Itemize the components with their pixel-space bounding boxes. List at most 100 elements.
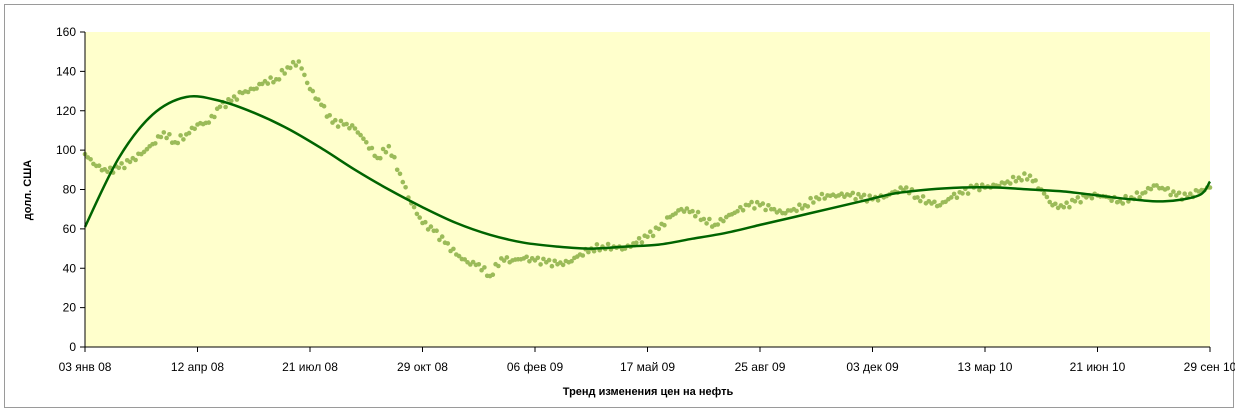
price-point xyxy=(1024,177,1030,182)
price-point xyxy=(386,143,392,149)
price-point xyxy=(411,204,417,210)
price-point xyxy=(234,97,240,102)
price-point xyxy=(299,66,304,71)
price-point xyxy=(428,224,434,229)
price-point xyxy=(1123,193,1128,199)
price-point xyxy=(321,103,327,109)
price-point xyxy=(634,240,639,245)
price-point xyxy=(338,118,344,124)
price-point xyxy=(681,209,687,214)
y-tick-label: 0 xyxy=(69,340,76,354)
price-point xyxy=(1033,178,1038,183)
y-tick-label: 100 xyxy=(56,143,76,157)
price-point xyxy=(378,155,383,161)
price-point xyxy=(1168,192,1173,198)
price-point xyxy=(979,182,985,187)
price-point xyxy=(425,227,431,232)
price-point xyxy=(392,154,397,160)
price-point xyxy=(977,187,982,193)
x-tick-label: 12 апр 08 xyxy=(171,360,225,374)
price-point xyxy=(740,208,746,213)
price-point xyxy=(245,89,251,95)
price-point xyxy=(1078,200,1083,205)
price-point xyxy=(799,206,805,211)
price-point xyxy=(752,206,757,211)
x-axis-title: Тренд изменения цен на нефть xyxy=(563,386,734,398)
price-point xyxy=(937,203,943,208)
price-point xyxy=(839,191,844,196)
price-point xyxy=(704,221,709,226)
price-point xyxy=(268,75,273,80)
price-point xyxy=(496,263,501,269)
price-point xyxy=(580,253,586,258)
price-point xyxy=(1171,189,1176,194)
x-tick-label: 29 сен 10 xyxy=(1184,360,1235,374)
price-point xyxy=(1154,183,1159,188)
price-point xyxy=(144,146,150,152)
price-point xyxy=(1008,181,1013,186)
x-tick-label: 21 июл 08 xyxy=(282,360,338,374)
price-point xyxy=(344,121,349,127)
price-point xyxy=(735,208,740,214)
price-point xyxy=(524,254,529,260)
price-point xyxy=(538,262,543,267)
price-point xyxy=(645,234,650,240)
price-point xyxy=(1044,194,1050,200)
price-point xyxy=(1019,178,1024,183)
price-point xyxy=(920,194,926,199)
price-point xyxy=(1041,191,1047,196)
price-point xyxy=(347,126,352,131)
price-point xyxy=(960,191,965,196)
y-tick-label: 80 xyxy=(63,183,77,197)
price-point xyxy=(127,159,133,165)
price-point xyxy=(760,201,766,206)
price-point xyxy=(754,199,760,205)
price-point xyxy=(476,262,482,267)
x-tick-label: 17 май 09 xyxy=(620,360,675,374)
x-tick-label: 29 окт 08 xyxy=(397,360,448,374)
price-point xyxy=(808,195,813,201)
price-point xyxy=(302,72,307,78)
price-point xyxy=(178,133,183,138)
y-tick-label: 40 xyxy=(63,261,77,275)
price-point xyxy=(701,216,707,222)
price-point xyxy=(470,259,476,265)
price-point xyxy=(650,233,656,239)
price-point xyxy=(546,257,552,263)
price-point xyxy=(662,222,667,228)
x-tick-label: 13 мар 10 xyxy=(958,360,1013,374)
x-axis-ticks: 03 янв 08 12 апр 08 21 июл 08 29 окт 08 06 ф… xyxy=(59,347,1235,374)
price-point xyxy=(217,104,223,110)
price-point xyxy=(349,123,355,128)
price-point xyxy=(282,71,288,76)
price-point xyxy=(850,190,856,196)
price-point xyxy=(586,249,591,255)
price-point xyxy=(479,267,484,273)
price-point xyxy=(738,205,743,210)
price-point xyxy=(639,240,645,245)
price-point xyxy=(560,262,566,268)
price-point xyxy=(949,195,954,200)
price-point xyxy=(397,171,403,177)
price-point xyxy=(186,130,192,136)
price-point xyxy=(1061,204,1067,210)
price-point xyxy=(1075,195,1081,200)
price-point xyxy=(656,226,662,232)
price-point xyxy=(223,104,228,110)
price-point xyxy=(1134,190,1140,195)
price-point xyxy=(569,258,574,264)
price-point xyxy=(167,132,172,137)
price-point xyxy=(1120,201,1126,206)
price-point xyxy=(265,81,271,86)
price-point xyxy=(316,97,321,102)
price-point xyxy=(673,211,678,216)
price-point xyxy=(361,136,366,141)
price-point xyxy=(175,140,181,146)
price-point xyxy=(276,77,282,82)
price-point xyxy=(482,265,487,270)
price-point xyxy=(695,209,701,215)
price-point xyxy=(1047,199,1052,205)
price-point xyxy=(1148,186,1154,192)
price-point xyxy=(1143,190,1148,195)
price-point xyxy=(212,114,217,120)
